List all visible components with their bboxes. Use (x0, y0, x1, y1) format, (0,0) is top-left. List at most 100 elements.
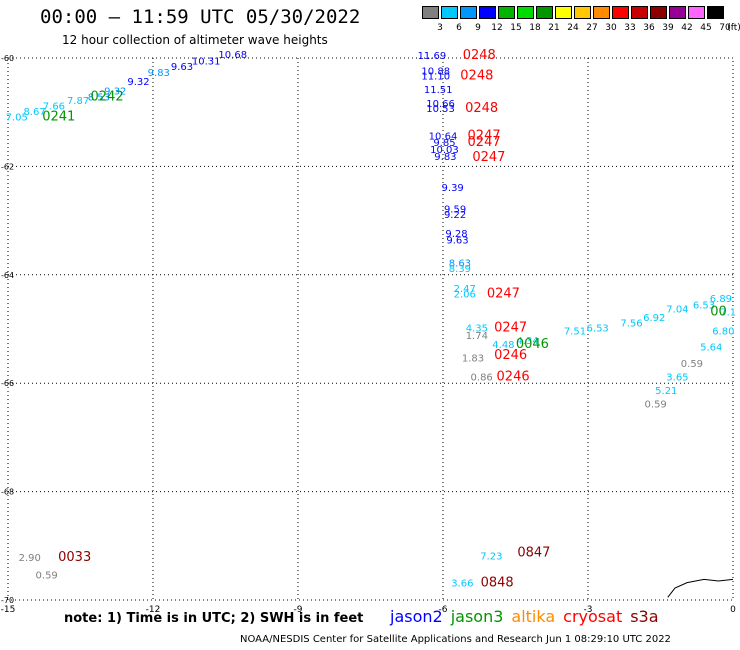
swh-value: 7.1 (720, 307, 736, 318)
swh-value: 2.06 (454, 290, 476, 301)
swh-value: 2.47 (454, 284, 476, 295)
legend-swatch (612, 6, 629, 19)
legend-swatch (707, 6, 724, 19)
swh-value: 8.53 (88, 92, 110, 103)
legend-swatch (574, 6, 591, 19)
pass-times-layer: 0241024202480248024802470247024702470247… (42, 48, 727, 590)
satellite-altika: altika (511, 607, 556, 626)
lon-tick-label: -12 (146, 605, 161, 615)
swh-value: 10.64 (429, 131, 458, 142)
legend-label: 18 (529, 23, 541, 33)
swh-value: 6.53 (587, 324, 609, 335)
legend-label: 9 (475, 23, 481, 33)
swh-value: 10.88 (421, 66, 450, 77)
legend-swatch (650, 6, 667, 19)
swh-value: 4.35 (466, 324, 488, 335)
legend-swatch (631, 6, 648, 19)
swh-value: 0.59 (36, 570, 58, 581)
swh-value: 7.04 (666, 305, 688, 316)
swh-value: 6.89 (710, 294, 732, 305)
swh-value: 9.83 (434, 152, 456, 163)
swh-value: 1.74 (466, 331, 488, 342)
swh-value: 11.69 (418, 51, 447, 62)
legend-label: 6 (456, 23, 462, 33)
swh-value: 3.66 (451, 578, 473, 589)
legend-label: 24 (567, 23, 579, 33)
pass-time: 00 (710, 304, 727, 319)
pass-time: 0246 (497, 369, 530, 384)
swh-value: 5.64 (700, 343, 722, 354)
legend-label: 15 (510, 23, 522, 33)
swh-value: 6.53 (693, 300, 715, 311)
swh-value: 8.39 (449, 264, 471, 275)
swh-value: 9.85 (433, 138, 455, 149)
swh-value: 9.22 (444, 210, 466, 221)
legend-label: 12 (491, 23, 503, 33)
swh-value: 1.83 (462, 354, 484, 365)
pass-time: 0247 (494, 321, 527, 336)
legend-swatch (460, 6, 477, 19)
legend-swatch (555, 6, 572, 19)
pass-time: 0247 (468, 128, 501, 143)
pass-time: 0248 (465, 101, 498, 116)
map-title: 00:00 – 11:59 UTC 05/30/2022 (40, 6, 361, 28)
legend-label: 3 (437, 23, 443, 33)
swh-value: 0.86 (471, 372, 493, 383)
lat-tick-label: -62 (1, 162, 14, 171)
pass-time: 0247 (472, 150, 505, 165)
pass-time: 0247 (487, 287, 520, 302)
swh-value: 8.63 (449, 259, 471, 270)
lon-tick-label: -9 (294, 605, 303, 615)
swh-value: 6.80 (712, 326, 734, 337)
swh-value: 7.05 (6, 112, 28, 123)
lon-tick-label: -6 (439, 605, 448, 615)
map-grid (8, 58, 733, 600)
legend-label: 70 (719, 23, 731, 33)
swh-value: 10.31 (192, 57, 221, 68)
swh-value: 2.90 (19, 553, 41, 564)
legend-swatch (422, 6, 439, 19)
swh-value: 11.51 (424, 85, 453, 96)
pass-time: 0242 (91, 89, 124, 104)
swh-value: 0.59 (645, 400, 667, 411)
lat-tick-label: -60 (1, 54, 14, 63)
pass-time: 0248 (460, 69, 493, 84)
pass-time: 0241 (42, 109, 75, 124)
swh-value: 9.32 (127, 77, 149, 88)
swh-value: 7.51 (564, 326, 586, 337)
legend-label: 33 (624, 23, 636, 33)
swh-value: 7.87 (67, 96, 89, 107)
lat-tick-label: -68 (1, 488, 14, 497)
satellite-cryosat: cryosat (563, 607, 623, 626)
swh-value: 9.83 (148, 68, 170, 79)
swh-value: 7.66 (43, 101, 65, 112)
lat-tick-label: -64 (1, 271, 14, 280)
swh-value: 9.63 (446, 235, 468, 246)
legend-label: 27 (586, 23, 598, 33)
swh-value: 9.59 (444, 204, 466, 215)
swh-value: 7.56 (620, 318, 642, 329)
swh-value: 9.32 (104, 86, 126, 97)
swh-value: 8.67 (23, 107, 45, 118)
legend-label: 30 (605, 23, 617, 33)
map-frame (7, 57, 734, 601)
pass-time: 0046 (516, 337, 549, 352)
lon-tick-label: -3 (584, 605, 593, 615)
swh-value: 3.65 (666, 372, 688, 383)
legend-label: 42 (681, 23, 693, 33)
lon-tick-label: -15 (1, 605, 16, 615)
footer-note: note: 1) Time is in UTC; 2) SWH is in fe… (64, 611, 364, 626)
legend-label: 21 (548, 23, 560, 33)
swh-value: 5.21 (655, 386, 677, 397)
legend-swatch (669, 6, 686, 19)
legend-unit: (ft) (727, 23, 740, 33)
swh-value: 6.92 (643, 313, 665, 324)
legend-label: 39 (662, 23, 674, 33)
swh-value: 11.10 (421, 72, 450, 83)
swh-value: 10.03 (430, 145, 459, 156)
footer-credit: NOAA/NESDIS Center for Satellite Applica… (240, 634, 671, 645)
swh-value: 10.66 (426, 99, 455, 110)
swh-value: 4.48 (492, 340, 514, 351)
lat-tick-label: -70 (1, 596, 14, 605)
